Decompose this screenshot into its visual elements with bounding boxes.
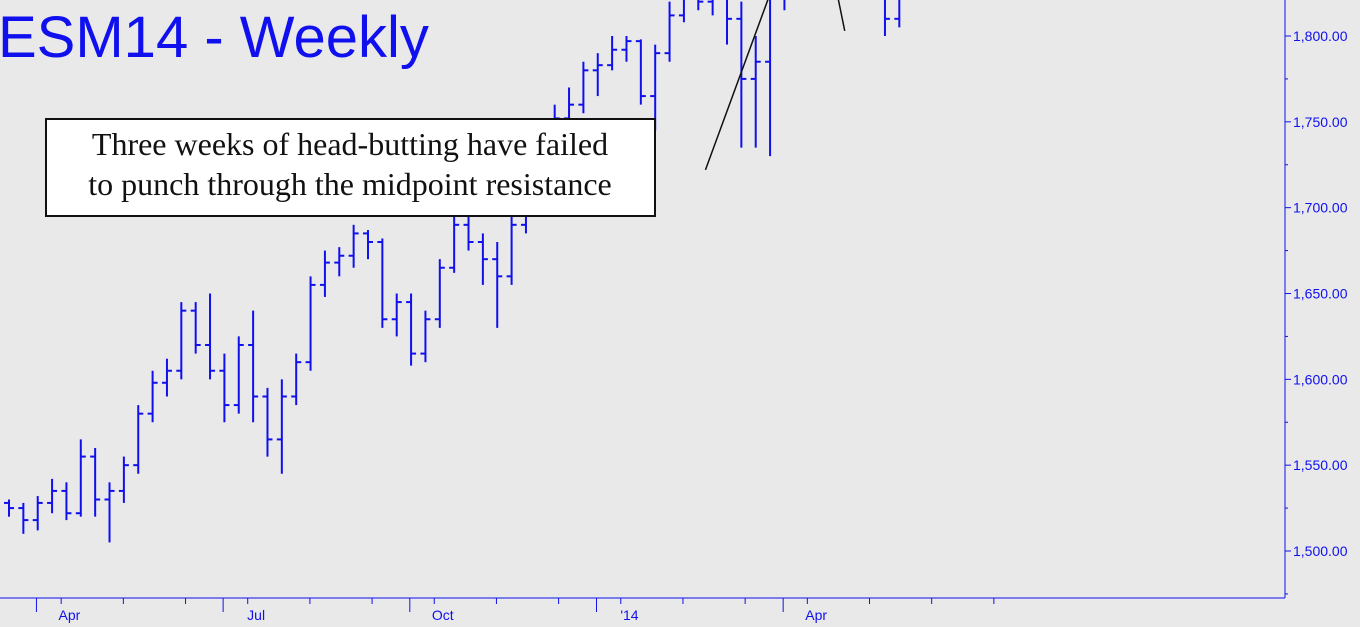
ohlc-bar [894,0,901,28]
ohlc-bar [248,310,259,423]
ohlc-bar [61,482,72,521]
ohlc-bar [578,61,589,114]
chart-title: ESM14 - Weekly [0,5,429,70]
y-tick-label: 1,550.00 [1293,457,1348,473]
ohlc-bar [190,302,201,354]
ohlc-bar [492,241,503,328]
ohlc-bar [678,0,685,23]
annotation-line-1: Three weeks of head-butting have failed [92,126,608,162]
ohlc-bar [205,293,216,380]
ohlc-bar [133,405,144,474]
ohlc-bar [477,233,488,285]
ohlc-bar [47,478,58,514]
ohlc-bar [90,447,101,517]
ohlc-bar [607,35,618,71]
ohlc-bar [650,44,661,131]
ohlc-bar [463,212,474,251]
abc-pattern [704,0,846,171]
ohlc-bar [434,259,445,328]
ohlc-bar [377,238,388,328]
ohlc-bar [420,310,431,363]
abc-pattern-line [704,0,846,171]
x-tick-label: Jul [247,607,265,623]
ohlc-bar [592,53,603,97]
ohlc-bar [233,336,244,414]
y-tick-label: 1,500.00 [1293,543,1348,559]
ohlc-bar [883,0,890,36]
y-tick-label: 1,600.00 [1293,371,1348,387]
ohlc-bar [363,229,373,260]
ohlc-bar [176,302,187,380]
ohlc-bar [18,502,29,534]
ohlc-bar [406,293,417,366]
ohlc-bar [621,35,632,62]
ohlc-bar [707,0,714,16]
ohlc-bar [32,496,43,531]
annotation-line-2: to punch through the midpoint resistance [88,166,611,202]
ohlc-bar [391,293,402,337]
ohlc-bar [783,0,786,11]
y-axis: 1,500.00 1,550.00 1,600.00 1,650.00 1,700.00… [1285,28,1348,595]
ohlc-bar [635,39,646,105]
ohlc-bar [348,224,359,268]
ohlc-bar [118,456,129,503]
x-axis: Apr Jul Oct '14 Apr [35,598,995,623]
y-tick-label: 1,750.00 [1293,114,1348,130]
ohlc-bar [765,0,772,157]
ohlc-bar [75,439,86,517]
ohlc-bar [219,353,230,423]
ohlc-bar [104,482,115,543]
y-tick-label: 1,700.00 [1293,200,1348,216]
ohlc-bar [319,250,330,297]
ohlc-bar [291,353,302,406]
ohlc-bar [262,387,273,457]
x-tick-label: Apr [59,607,81,623]
ohlc-bar [147,370,158,423]
annotation-box: Three weeks of head-butting have failed … [45,118,656,217]
x-tick-label: '14 [620,607,638,623]
ohlc-bar [506,207,517,285]
ohlc-bar [4,499,14,517]
ohlc-bar [697,0,704,11]
ohlc-bar [736,1,747,148]
ohlc-bar [726,0,732,45]
ohlc-bar [750,35,761,148]
ohlc-bar [276,379,287,474]
ohlc-bar [161,358,172,397]
ohlc-bar [334,247,345,277]
y-tick-label: 1,800.00 [1293,28,1348,44]
ohlc-bar [664,1,675,62]
x-tick-label: Oct [432,607,454,623]
ohlc-bar [305,276,316,371]
y-tick-label: 1,650.00 [1293,285,1348,301]
annotation-frame [45,118,656,217]
x-tick-label: Apr [805,607,827,623]
price-bars [4,0,901,543]
